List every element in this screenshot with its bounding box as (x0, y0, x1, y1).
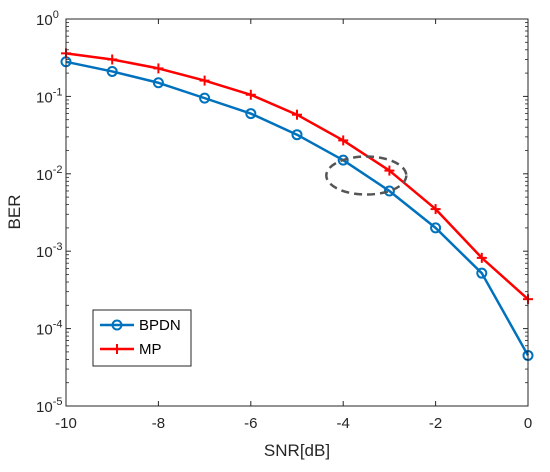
axis-ticks: -10 -8 -6 -4 -2 0 100 10-1 10-2 10-3 10-4 10-5 (36, 9, 532, 432)
data-point-mp (107, 54, 118, 65)
data-point-mp (338, 135, 349, 146)
data-point-mp (476, 252, 487, 263)
data-point-bpdn (245, 108, 257, 120)
legend: BPDN MP (92, 309, 192, 367)
annotation-ellipse (325, 155, 408, 196)
data-point-bpdn (199, 92, 211, 104)
series-line-bpdn (65, 60, 530, 357)
x-tick-label: -2 (429, 415, 442, 432)
data-point-mp (199, 75, 210, 86)
legend-label-bpdn: BPDN (139, 317, 181, 334)
y-tick-label: 10-4 (36, 319, 62, 339)
x-tick-label: 0 (524, 415, 532, 432)
x-tick-label: -8 (152, 415, 165, 432)
data-point-bpdn (106, 65, 118, 77)
y-tick-label: 10-5 (36, 396, 62, 416)
data-point-bpdn (152, 77, 164, 89)
data-point-mp (292, 109, 302, 120)
x-axis-label: SNR[dB] (264, 441, 330, 460)
y-axis-label: BER (5, 195, 24, 230)
data-point-bpdn (291, 129, 303, 141)
y-tick-label: 10-1 (36, 86, 62, 106)
axes-box (65, 18, 529, 407)
data-point-bpdn (476, 267, 488, 279)
y-tick-label: 100 (36, 9, 59, 29)
x-tick-label: -6 (244, 415, 257, 432)
legend-marker-bpdn (111, 319, 123, 331)
legend-label-mp: MP (139, 341, 162, 358)
x-tick-label: -10 (55, 415, 77, 432)
x-tick-label: -4 (337, 415, 350, 432)
data-point-bpdn (430, 222, 442, 234)
y-tick-label: 10-2 (36, 164, 62, 184)
legend-box (92, 309, 192, 367)
data-point-bpdn (337, 154, 349, 166)
data-point-bpdn (383, 185, 395, 197)
data-point-mp (245, 89, 256, 100)
data-point-mp (430, 204, 441, 215)
data-point-mp (384, 165, 395, 176)
y-tick-label: 10-3 (36, 241, 62, 261)
data-point-mp (153, 63, 164, 74)
